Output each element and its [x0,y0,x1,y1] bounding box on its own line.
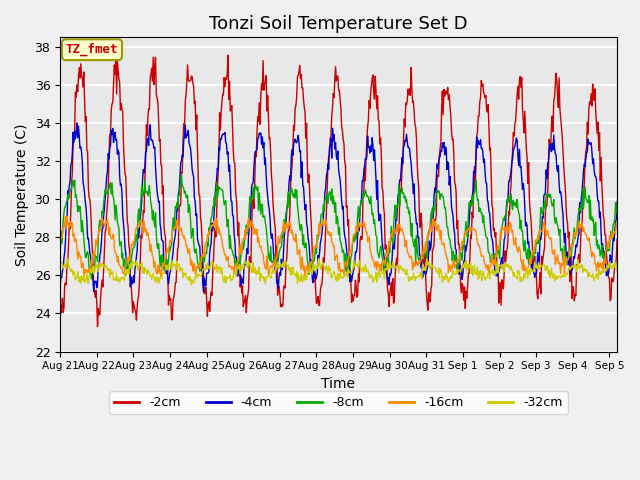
-8cm [230,252,238,258]
-8cm [624,216,632,222]
-16cm [345,255,353,261]
-16cm [599,259,607,265]
-16cm [580,224,588,229]
-2cm [93,324,101,329]
-32cm [345,266,353,272]
Line: -4cm: -4cm [60,123,628,292]
-8cm [178,172,186,178]
Title: Tonzi Soil Temperature Set D: Tonzi Soil Temperature Set D [209,15,468,33]
-4cm [73,120,81,126]
-32cm [63,255,71,261]
-8cm [56,251,64,256]
-8cm [345,265,353,271]
-32cm [486,268,494,274]
-2cm [180,127,188,132]
-2cm [580,193,588,199]
Line: -16cm: -16cm [60,216,628,279]
Line: -32cm: -32cm [60,258,628,285]
Line: -8cm: -8cm [60,175,628,279]
-32cm [580,264,588,270]
-4cm [56,283,64,288]
-4cm [345,273,353,279]
-8cm [486,259,494,265]
-32cm [188,282,195,288]
Legend: -2cm, -4cm, -8cm, -16cm, -32cm: -2cm, -4cm, -8cm, -16cm, -32cm [109,391,568,414]
-16cm [486,263,494,268]
-32cm [180,272,188,278]
-16cm [180,233,188,239]
Y-axis label: Soil Temperature (C): Soil Temperature (C) [15,123,29,266]
-2cm [56,300,64,306]
-16cm [63,214,71,219]
-4cm [599,241,607,247]
-32cm [56,262,64,267]
-16cm [56,236,64,241]
-16cm [230,265,237,271]
-32cm [599,268,607,274]
-4cm [200,289,207,295]
-2cm [224,52,232,58]
-2cm [599,197,607,203]
-32cm [624,275,632,281]
-2cm [624,91,632,96]
X-axis label: Time: Time [321,377,355,391]
-2cm [345,217,353,223]
-2cm [486,145,494,151]
-8cm [599,255,607,261]
Text: TZ_fmet: TZ_fmet [66,43,118,56]
-4cm [180,134,188,140]
-4cm [580,168,588,174]
-4cm [230,231,238,237]
-2cm [230,160,238,166]
-8cm [580,206,588,212]
-16cm [301,276,309,282]
Line: -2cm: -2cm [60,55,628,326]
-4cm [486,222,494,228]
-16cm [624,248,632,253]
-8cm [181,188,189,194]
-32cm [230,270,238,276]
-8cm [88,276,95,282]
-4cm [624,141,632,146]
